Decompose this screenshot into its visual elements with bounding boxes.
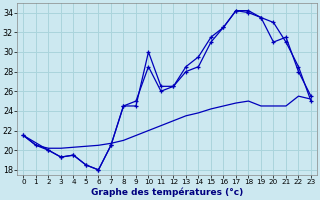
X-axis label: Graphe des températures (°c): Graphe des températures (°c) [91, 188, 243, 197]
